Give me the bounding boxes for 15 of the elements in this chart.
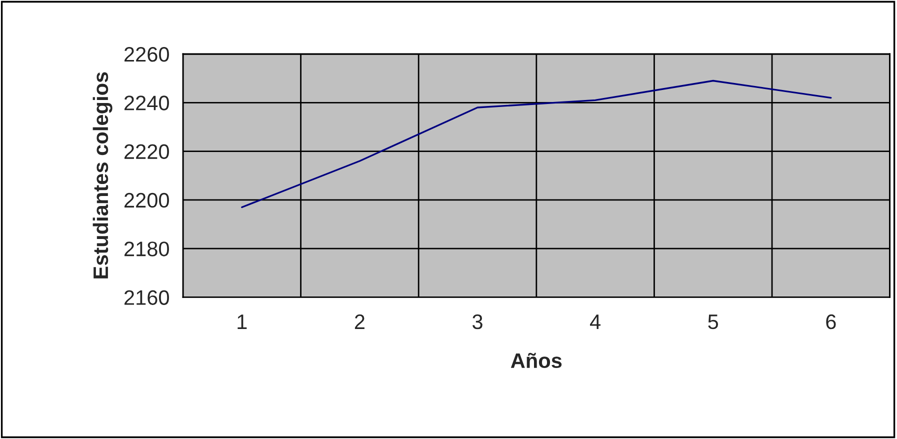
x-tick-label: 1	[238, 314, 247, 329]
x-tick-label: 4	[590, 314, 600, 329]
y-tick-label: 2240	[124, 96, 169, 110]
y-axis-title: Estudiantes colegios	[92, 72, 112, 278]
x-tick-label: 6	[826, 314, 836, 330]
y-tick-label: 2200	[124, 192, 169, 208]
x-tick-label: 2	[354, 314, 364, 329]
y-tick-label: 2220	[124, 144, 169, 160]
x-tick-label: 3	[472, 314, 482, 330]
y-tick-label: 2180	[124, 242, 169, 256]
x-tick-label: 5	[708, 314, 718, 330]
y-tick-label: 2260	[124, 47, 169, 62]
y-tick-label: 2160	[124, 290, 169, 305]
x-axis-title: Años	[510, 352, 562, 368]
line-series	[241, 80, 832, 208]
